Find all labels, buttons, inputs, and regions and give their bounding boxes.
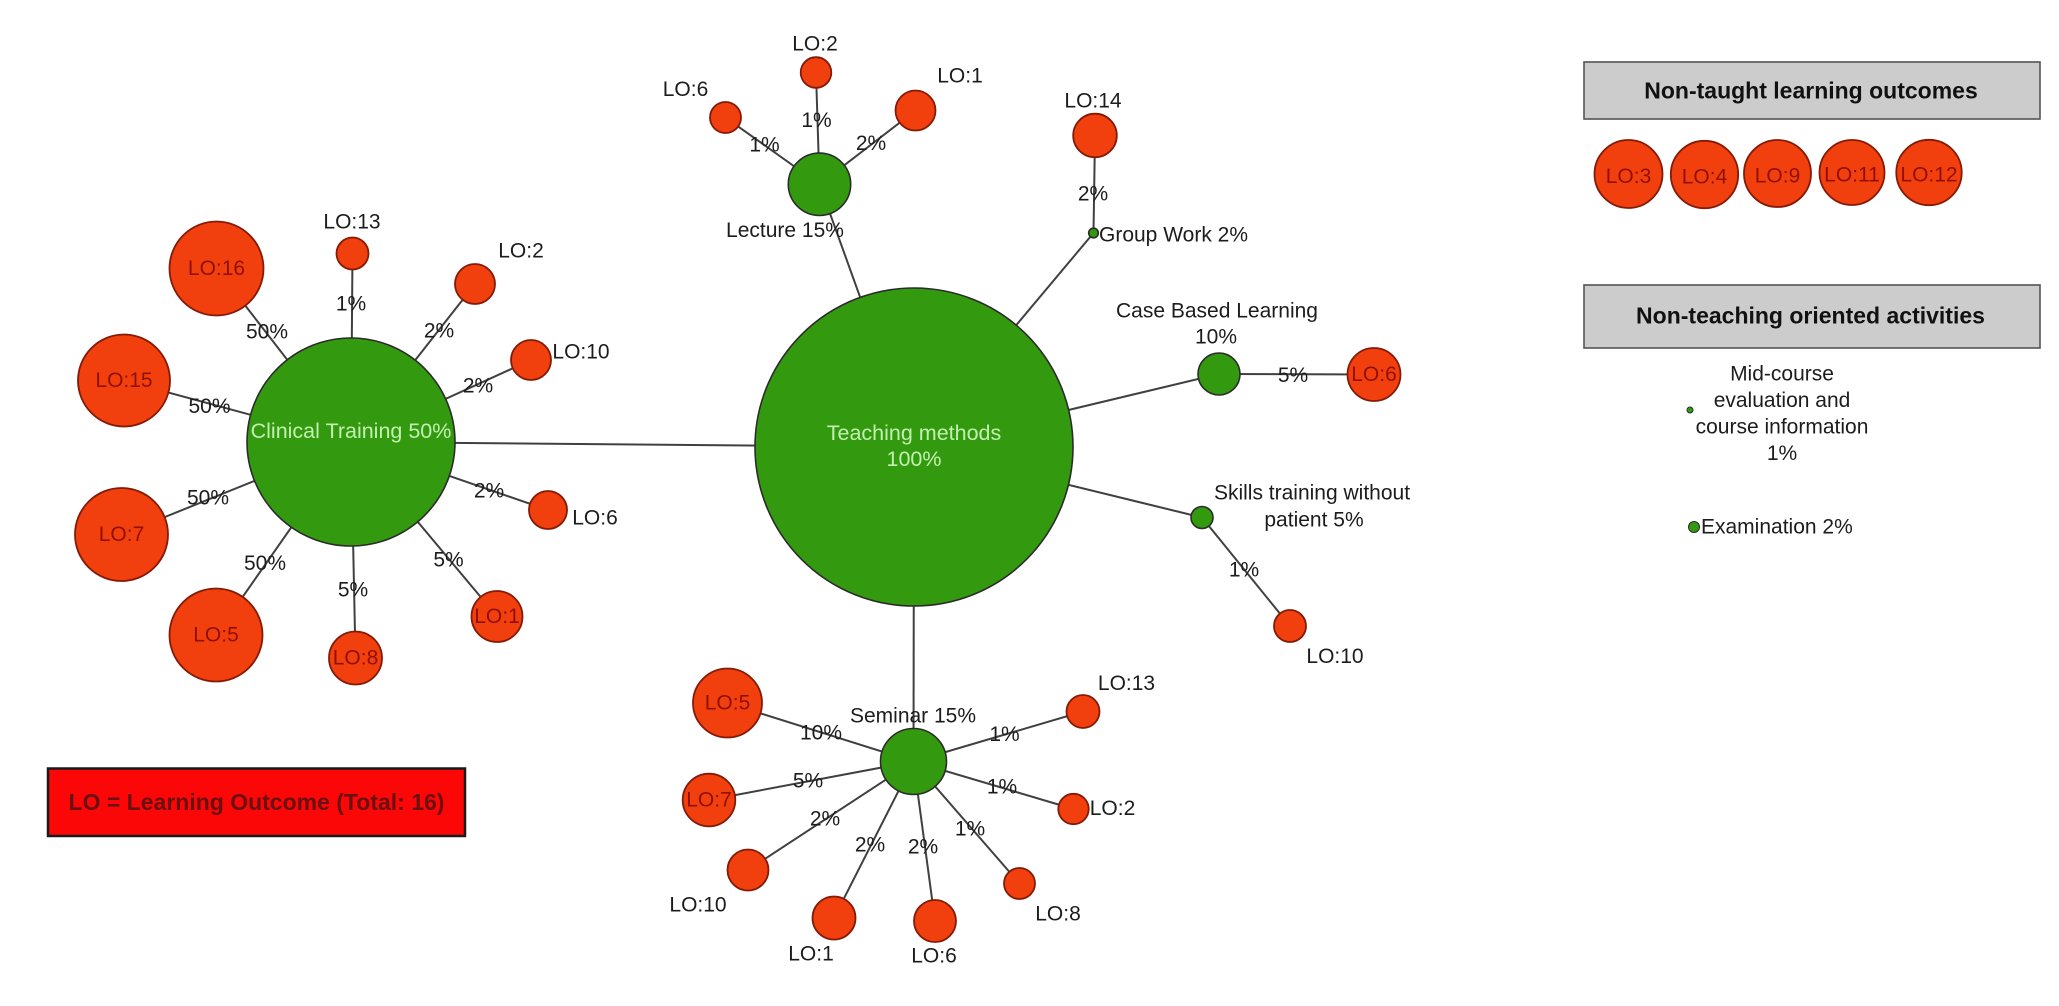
svg-text:LO:6: LO:6: [911, 945, 957, 968]
svg-text:LO:14: LO:14: [1064, 90, 1122, 113]
svg-text:LO:5: LO:5: [705, 692, 751, 715]
svg-text:LO:13: LO:13: [1098, 672, 1155, 695]
svg-text:LO:10: LO:10: [552, 341, 609, 364]
svg-text:10%: 10%: [1195, 326, 1237, 349]
svg-text:Lecture 15%: Lecture 15%: [726, 219, 844, 242]
svg-text:Mid-course: Mid-course: [1730, 363, 1834, 386]
svg-text:Examination 2%: Examination 2%: [1701, 516, 1853, 539]
svg-text:2%: 2%: [908, 836, 938, 859]
svg-text:1%: 1%: [801, 109, 831, 132]
svg-text:LO:1: LO:1: [788, 943, 834, 966]
svg-text:LO:6: LO:6: [1351, 363, 1397, 386]
svg-text:LO:5: LO:5: [193, 624, 239, 647]
svg-text:LO:12: LO:12: [1900, 163, 1957, 186]
svg-text:1%: 1%: [987, 776, 1017, 799]
svg-text:2%: 2%: [855, 834, 885, 857]
svg-text:1%: 1%: [1229, 559, 1259, 582]
svg-text:LO:6: LO:6: [663, 78, 709, 101]
svg-text:Skills training without: Skills training without: [1214, 482, 1410, 505]
svg-text:LO:10: LO:10: [669, 894, 726, 917]
svg-text:LO:1: LO:1: [937, 65, 983, 88]
svg-text:patient 5%: patient 5%: [1264, 509, 1363, 532]
svg-text:LO:3: LO:3: [1606, 165, 1652, 188]
svg-text:5%: 5%: [433, 549, 463, 572]
svg-text:LO:8: LO:8: [333, 647, 379, 670]
svg-text:course information: course information: [1696, 416, 1869, 439]
svg-text:1%: 1%: [955, 818, 985, 841]
svg-text:LO:11: LO:11: [1824, 163, 1880, 186]
svg-text:LO:1: LO:1: [474, 605, 520, 628]
svg-text:2%: 2%: [810, 808, 840, 831]
svg-text:1%: 1%: [336, 293, 366, 316]
svg-text:LO:4: LO:4: [1682, 165, 1728, 188]
svg-text:LO:2: LO:2: [1090, 797, 1136, 820]
svg-text:LO:9: LO:9: [1755, 164, 1801, 187]
svg-text:100%: 100%: [887, 447, 942, 471]
svg-text:2%: 2%: [424, 320, 454, 343]
svg-text:10%: 10%: [800, 722, 842, 745]
svg-text:1%: 1%: [989, 723, 1019, 746]
svg-text:evaluation and: evaluation and: [1714, 389, 1851, 412]
svg-text:LO:2: LO:2: [792, 33, 838, 56]
svg-text:Non-taught learning outcomes: Non-taught learning outcomes: [1644, 78, 1978, 104]
svg-text:50%: 50%: [244, 552, 286, 575]
svg-text:2%: 2%: [474, 480, 504, 503]
svg-text:2%: 2%: [463, 375, 493, 398]
svg-text:LO:13: LO:13: [323, 211, 380, 234]
svg-text:LO:8: LO:8: [1035, 903, 1081, 926]
svg-text:LO:7: LO:7: [686, 789, 732, 812]
svg-text:1%: 1%: [1767, 442, 1797, 465]
svg-text:LO = Learning Outcome (Total:: LO = Learning Outcome (Total: 16): [69, 789, 445, 815]
svg-text:Clinical Training 50%: Clinical Training 50%: [251, 419, 452, 443]
svg-text:1%: 1%: [749, 134, 779, 157]
svg-text:Teaching methods: Teaching methods: [827, 421, 1002, 445]
svg-text:5%: 5%: [1278, 364, 1308, 387]
svg-text:5%: 5%: [793, 770, 823, 793]
svg-text:LO:10: LO:10: [1306, 645, 1363, 668]
svg-text:Group Work 2%: Group Work 2%: [1099, 224, 1248, 247]
svg-text:2%: 2%: [1078, 183, 1108, 206]
svg-text:LO:2: LO:2: [498, 240, 544, 263]
svg-text:LO:16: LO:16: [188, 257, 245, 280]
svg-text:2%: 2%: [856, 132, 886, 155]
svg-text:5%: 5%: [338, 579, 368, 602]
svg-text:LO:15: LO:15: [95, 369, 152, 392]
svg-text:50%: 50%: [187, 487, 229, 510]
svg-text:LO:7: LO:7: [99, 523, 145, 546]
svg-text:50%: 50%: [246, 321, 288, 344]
svg-text:50%: 50%: [188, 395, 230, 418]
svg-text:Seminar 15%: Seminar 15%: [850, 705, 976, 728]
svg-text:Non-teaching oriented activiti: Non-teaching oriented activities: [1636, 303, 1985, 329]
svg-text:LO:6: LO:6: [572, 507, 618, 530]
svg-text:Case Based Learning: Case Based Learning: [1116, 300, 1318, 323]
